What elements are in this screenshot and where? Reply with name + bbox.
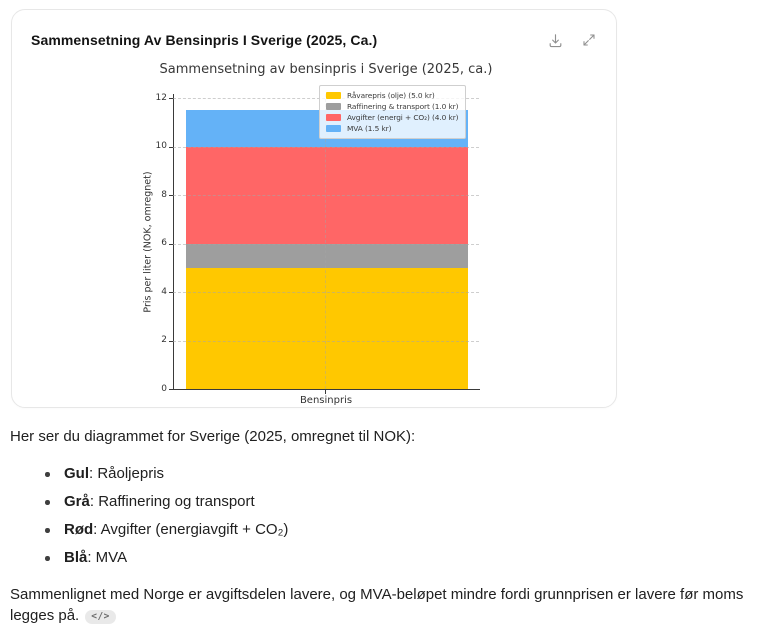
x-axis-spine [169, 389, 480, 390]
chart-title: Sammensetning av bensinpris i Sverige (2… [159, 62, 493, 77]
color-legend-list: Gul: Råoljepris Grå: Raffinering og trans… [10, 464, 766, 568]
legend-entry: Råvarepris (olje) (5.0 kr) [326, 90, 458, 101]
y-gridline [173, 146, 479, 148]
list-item: Grå: Raffinering og transport [45, 492, 766, 512]
download-button[interactable] [544, 29, 566, 51]
chart-legend: Råvarepris (olje) (5.0 kr) Raffinering & … [319, 85, 467, 139]
color-description: : Raffinering og transport [89, 493, 255, 510]
list-item: Gul: Råoljepris [45, 464, 766, 484]
legend-label: Avgifter (energi + CO₂) (4.0 kr) [347, 113, 459, 122]
y-tick-label: 4 [161, 286, 167, 297]
y-tick-label: 0 [161, 383, 167, 394]
y-tick-label: 10 [155, 141, 167, 151]
y-tick-label: 12 [155, 92, 167, 103]
stacked-bar [186, 110, 468, 389]
list-item: Blå: MVA [45, 548, 766, 568]
y-tick-mark [169, 146, 173, 148]
color-term: Gul [64, 465, 89, 482]
expand-button[interactable] [578, 29, 600, 51]
bar-segment-1 [186, 243, 468, 268]
x-tick-mark [325, 390, 326, 394]
legend-label: MVA (1.5 kr) [347, 124, 392, 133]
x-tick-label: Bensinpris [299, 395, 353, 406]
view-code-button[interactable]: </> [85, 610, 116, 624]
y-tick-mark [169, 292, 173, 293]
legend-label: Raffinering & transport (1.0 kr) [347, 102, 459, 111]
legend-entry: Avgifter (energi + CO₂) (4.0 kr) [326, 112, 459, 123]
legend-swatch [326, 92, 341, 99]
chart-card: Sammensetning Av Bensinpris I Sverige (2… [11, 9, 617, 408]
download-icon [549, 33, 561, 47]
y-axis-spine [173, 94, 174, 390]
list-item: Rød: Avgifter (energiavgift + CO₂) [45, 520, 766, 540]
color-description: : Råoljepris [89, 465, 165, 482]
y-gridline [173, 195, 479, 196]
bar-segment-0 [186, 267, 468, 389]
color-term: Grå [64, 493, 90, 510]
color-term: Blå [64, 549, 88, 566]
card-title: Sammensetning Av Bensinpris I Sverige (2… [31, 32, 378, 48]
plot-area: Bensinpris 0 2 4 6 8 10 12 [156, 93, 480, 406]
legend-entry: Raffinering & transport (1.0 kr) [326, 101, 459, 112]
card-actions [544, 29, 600, 51]
legend-swatch [326, 125, 341, 132]
intro-paragraph: Her ser du diagrammet for Sverige (2025,… [10, 428, 416, 445]
assistant-message: Her ser du diagrammet for Sverige (2025,… [10, 426, 766, 626]
y-tick-mark [169, 243, 173, 245]
closing-paragraph: Sammenlignet med Norge er avgiftsdelen l… [10, 584, 766, 626]
x-gridline [325, 94, 326, 389]
color-description: : MVA [87, 549, 128, 566]
legend-swatch [326, 103, 341, 110]
legend-swatch [326, 114, 341, 121]
color-term: Rød [64, 521, 94, 538]
y-gridline [173, 292, 479, 293]
closing-text: Sammenlignet med Norge er avgiftsdelen l… [10, 586, 744, 624]
y-gridline [173, 340, 479, 342]
chart-figure: Sammensetning av bensinpris i Sverige (2… [12, 10, 616, 407]
y-tick-label: 6 [161, 238, 167, 248]
expand-icon [583, 34, 595, 46]
color-description: : Avgifter (energiavgift + CO₂) [93, 521, 289, 538]
legend-label: Råvarepris (olje) (5.0 kr) [347, 91, 435, 100]
y-tick-mark [169, 98, 173, 99]
y-tick-label: 8 [161, 189, 167, 200]
legend-entry: MVA (1.5 kr) [326, 123, 458, 134]
y-tick-mark [169, 340, 173, 342]
y-tick-label: 2 [161, 335, 167, 345]
y-tick-mark [169, 389, 173, 390]
y-gridline [173, 243, 479, 245]
y-tick-mark [169, 195, 173, 196]
